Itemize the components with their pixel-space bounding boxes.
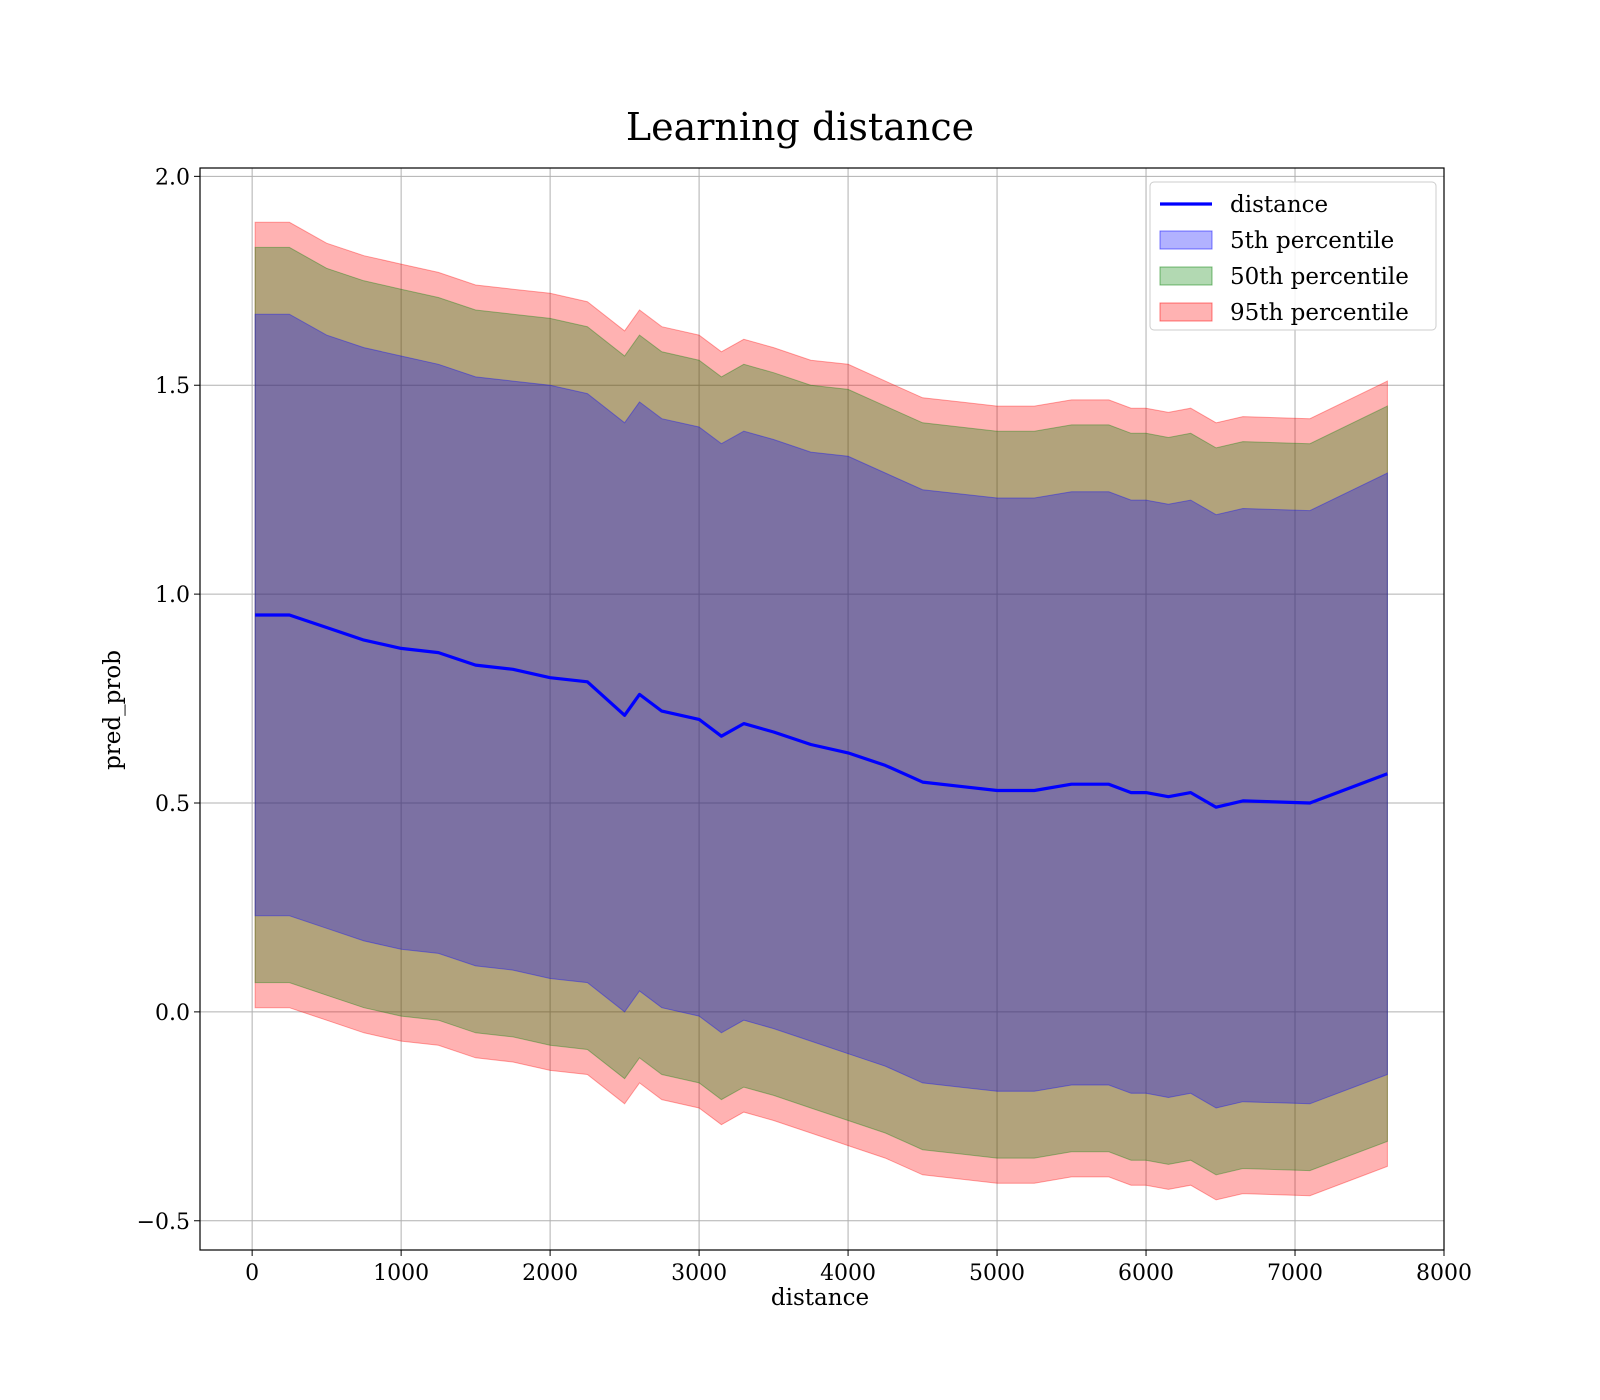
x-axis-label: distance: [771, 1285, 869, 1311]
band-95th-percentile: [254, 221, 1388, 1201]
x-tick-label: 3000: [671, 1261, 727, 1286]
x-tick-label: 0: [245, 1261, 259, 1286]
legend: distance 5th percentile 50th percentile 95t…: [1149, 181, 1437, 331]
x-tick-label: 8000: [1416, 1261, 1472, 1286]
band-5th-percentile: [254, 313, 1388, 1109]
x-tick-label: 7000: [1267, 1261, 1323, 1286]
line-layer: [255, 613, 1388, 809]
y-tick-label: 2.0: [155, 165, 190, 190]
x-tick-label: 2000: [522, 1261, 578, 1286]
series-line-distance: [255, 613, 1388, 809]
legend-label-95th-percentile: 95th percentile: [1230, 300, 1409, 326]
y-tick-label: 1.5: [155, 374, 190, 399]
y-axis-label: pred_prob: [100, 650, 126, 770]
y-tick-label: 0.0: [155, 1001, 190, 1026]
legend-label-distance: distance: [1230, 192, 1328, 218]
x-tick-label: 4000: [820, 1261, 876, 1286]
legend-swatch-50th-percentile: [1159, 266, 1213, 286]
y-axis: −0.5 0.0 0.5 1.0 1.5 2.0: [137, 165, 200, 1235]
bands-layer: [254, 221, 1388, 1201]
x-tick-label: 1000: [373, 1261, 429, 1286]
grid: [200, 168, 1445, 1250]
x-axis: 0 1000 2000 3000 4000 5000 6000 7000 8000: [245, 1250, 1472, 1286]
legend-swatch-5th-percentile: [1159, 230, 1213, 250]
chart-title: Learning distance: [626, 105, 974, 149]
legend-label-5th-percentile: 5th percentile: [1230, 228, 1394, 254]
y-tick-label: 0.5: [155, 792, 190, 817]
band-50th-percentile: [254, 246, 1388, 1176]
plot-frame: [199, 167, 1445, 1251]
y-tick-label: 1.0: [155, 583, 190, 608]
x-tick-label: 6000: [1118, 1261, 1174, 1286]
legend-label-50th-percentile: 50th percentile: [1230, 264, 1409, 290]
legend-box: [1149, 181, 1437, 331]
x-tick-label: 5000: [969, 1261, 1025, 1286]
legend-swatch-95th-percentile: [1159, 302, 1213, 322]
y-tick-label: −0.5: [137, 1210, 190, 1235]
